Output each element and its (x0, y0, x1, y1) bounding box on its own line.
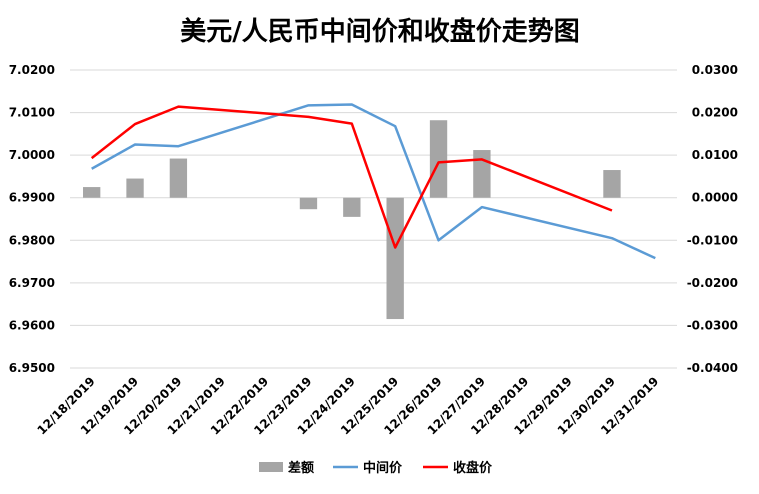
y-right-tick-label: 0.0300 (692, 63, 738, 77)
legend-label-diff: 差额 (288, 460, 314, 476)
bar-diff (386, 197, 404, 320)
y-left-tick-label: 6.9800 (9, 233, 55, 247)
y-right-tick-label: 0.0100 (692, 148, 738, 162)
bar-diff (429, 120, 448, 198)
y-left-tick-label: 6.9700 (9, 276, 55, 290)
y-axis-left: 6.9500 6.9600 6.9700 6.9800 6.9900 7.0000 7.01… (9, 63, 55, 375)
y-left-tick-label: 6.9500 (9, 361, 55, 375)
legend-swatch-diff (259, 462, 283, 472)
y-right-tick-label: 0.0200 (692, 106, 738, 120)
series-line-mid-price (91, 103, 656, 260)
y-left-tick-label: 6.9900 (9, 191, 55, 205)
bar-diff (126, 178, 144, 198)
legend-label-mid-price: 中间价 (363, 460, 403, 476)
y-left-tick-label: 7.0200 (9, 63, 55, 77)
y-right-tick-label: -0.0300 (687, 318, 738, 332)
y-right-tick-label: -0.0200 (687, 276, 738, 290)
y-left-tick-label: 6.9600 (9, 318, 55, 332)
bar-diff (473, 150, 491, 198)
y-right-tick-label: -0.0400 (687, 361, 738, 375)
line-layer (90, 103, 656, 260)
series-line-close-price (90, 105, 613, 249)
y-left-tick-label: 7.0100 (9, 106, 55, 120)
legend-label-close-price: 收盘价 (453, 460, 493, 476)
y-left-tick-label: 7.0000 (9, 148, 55, 162)
bar-diff (603, 170, 621, 198)
y-axis-right: -0.0400 -0.0300 -0.0200 -0.0100 0.0000 0.0100… (687, 63, 738, 375)
y-right-tick-label: 0.0000 (692, 191, 738, 205)
y-right-tick-label: -0.0100 (687, 233, 738, 247)
bar-diff (343, 197, 361, 217)
legend: 差额 中间价 收盘价 (259, 460, 493, 476)
bar-diff (299, 197, 318, 210)
bar-diff (169, 158, 188, 198)
bar-layer (83, 120, 621, 320)
chart-title: 美元/人民币中间价和收盘价走势图 (180, 16, 580, 47)
bar-diff (83, 187, 101, 198)
x-axis: 12/18/201912/19/201912/20/201912/21/2019… (34, 374, 661, 437)
